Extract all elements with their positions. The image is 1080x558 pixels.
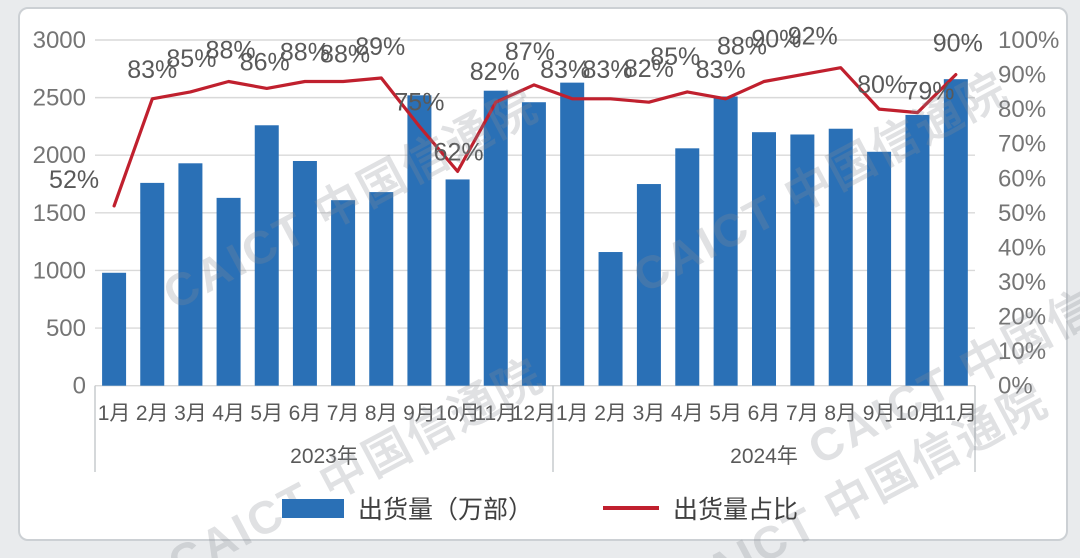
right-axis-tick-label: 10%: [998, 338, 1046, 365]
month-label: 10月: [895, 402, 939, 425]
percent-data-label: 89%: [355, 33, 405, 61]
month-label: 4月: [671, 402, 704, 425]
month-label: 2月: [136, 402, 169, 425]
month-label: 7月: [786, 402, 819, 425]
month-label: 5月: [709, 402, 742, 425]
percent-data-label: 79%: [904, 78, 954, 106]
percent-data-label: 85%: [650, 43, 700, 71]
month-label: 12月: [512, 402, 556, 425]
right-axis-tick-label: 30%: [998, 269, 1046, 296]
percent-data-label: 90%: [933, 30, 983, 58]
month-label: 9月: [863, 402, 896, 425]
shipment-bar: [598, 252, 623, 386]
percent-data-label: 82%: [624, 55, 674, 83]
percent-data-label: 80%: [857, 71, 907, 99]
month-label: 2月: [594, 402, 627, 425]
month-label: 10月: [435, 402, 479, 425]
percent-data-label: 83%: [583, 56, 633, 84]
shipment-bar: [102, 272, 127, 386]
percent-data-label: 86%: [240, 48, 290, 76]
right-axis-tick-label: 100%: [998, 27, 1059, 54]
shipment-bar: [178, 163, 203, 386]
chart-legend: 出货量（万部） 出货量占比: [0, 490, 1080, 526]
bar-series-swatch: [281, 498, 344, 518]
shipment-bar: [867, 151, 892, 386]
right-axis-tick-label: 0%: [998, 373, 1033, 400]
month-label: 11月: [474, 402, 517, 425]
percent-data-label: 85%: [166, 45, 216, 73]
month-label: 3月: [174, 402, 207, 425]
percent-data-label: 92%: [788, 23, 838, 51]
shipment-bar: [828, 128, 853, 386]
left-axis-tick-label: 1500: [33, 200, 86, 227]
left-axis-tick-label: 2500: [33, 85, 86, 112]
percent-data-label: 88%: [320, 40, 370, 68]
shipment-bar: [140, 182, 165, 386]
right-axis-tick-label: 90%: [998, 62, 1046, 89]
legend-item-shipments: 出货量（万部）: [281, 490, 533, 526]
line-series-label: 出货量占比: [673, 496, 799, 524]
year-label: 2023年: [290, 445, 358, 468]
percent-data-label: 88%: [206, 36, 256, 64]
right-axis-tick-label: 50%: [998, 200, 1046, 227]
shipment-bar: [445, 179, 470, 386]
bar-series-label: 出货量（万部）: [357, 496, 533, 524]
right-axis-tick-label: 70%: [998, 131, 1046, 158]
month-label: 1月: [556, 402, 589, 425]
month-label: 9月: [403, 402, 436, 425]
month-label: 11月: [934, 402, 977, 425]
left-axis-tick-label: 3000: [33, 27, 86, 54]
month-label: 1月: [98, 402, 131, 425]
shipment-bar: [369, 192, 394, 386]
percent-data-label: 83%: [127, 56, 177, 84]
year-label: 2024年: [730, 445, 798, 468]
shipment-bar: [675, 148, 700, 386]
share-line: [112, 66, 958, 208]
month-label: 8月: [365, 402, 398, 425]
percent-data-label: 62%: [434, 138, 484, 166]
percent-data-label: 75%: [394, 88, 444, 116]
percent-data-label: 83%: [540, 56, 590, 84]
month-label: 5月: [250, 402, 283, 425]
shipment-bar: [943, 79, 968, 386]
shipment-bar: [216, 197, 241, 386]
left-axis-tick-label: 1000: [33, 257, 86, 284]
percent-data-label: 52%: [49, 166, 99, 194]
shipment-bar: [752, 132, 776, 386]
month-label: 7月: [327, 402, 360, 425]
month-label: 6月: [289, 402, 322, 425]
percent-data-label: 83%: [696, 56, 746, 84]
percent-data-label: 82%: [470, 58, 520, 86]
percent-data-label: 87%: [505, 38, 555, 66]
percent-data-label: 90%: [751, 26, 801, 54]
percent-data-label: 88%: [717, 32, 767, 60]
shipment-bar: [905, 114, 930, 386]
month-label: 4月: [212, 402, 245, 425]
left-axis-tick-label: 0: [73, 373, 86, 400]
month-label: 8月: [824, 402, 857, 425]
month-label: 3月: [633, 402, 666, 425]
shipment-bar: [254, 125, 279, 386]
month-label: 6月: [748, 402, 781, 425]
left-axis-tick-label: 500: [46, 315, 86, 342]
left-axis-tick-label: 2000: [33, 142, 86, 169]
right-axis-tick-label: 80%: [998, 96, 1046, 123]
right-axis-tick-label: 20%: [998, 304, 1046, 331]
right-axis-tick-label: 60%: [998, 165, 1046, 192]
legend-item-share: 出货量占比: [603, 490, 798, 526]
percent-data-label: 88%: [280, 38, 330, 66]
shipment-bar: [292, 160, 317, 386]
shipment-bar: [483, 90, 508, 386]
right-axis-tick-label: 40%: [998, 234, 1046, 261]
shipment-bar: [790, 134, 815, 386]
shipment-bar: [713, 96, 738, 386]
shipment-bar: [521, 102, 546, 386]
shipment-bar: [636, 184, 661, 386]
line-series-swatch: [603, 506, 659, 510]
shipment-bar: [331, 200, 356, 386]
shipment-bar: [560, 82, 585, 386]
shipment-bar: [407, 95, 432, 386]
